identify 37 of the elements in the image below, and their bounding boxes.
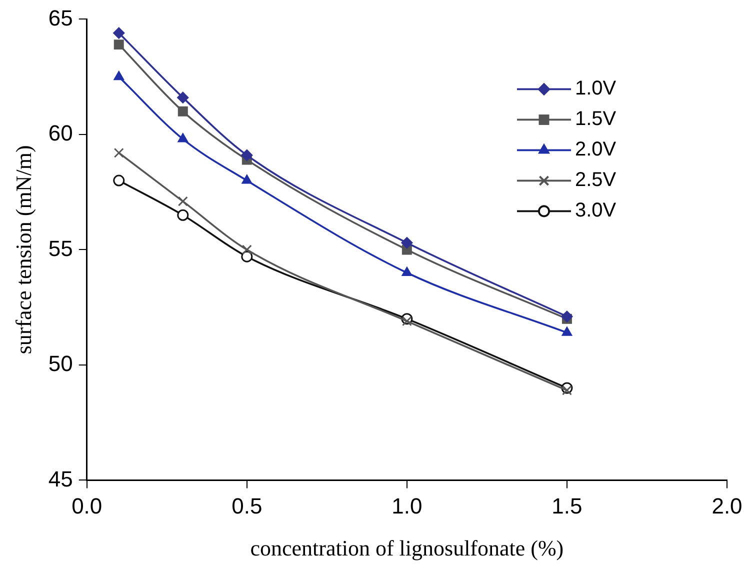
y-tick-label: 65 xyxy=(48,5,73,30)
point xyxy=(562,385,572,396)
point xyxy=(241,149,253,161)
x-tick-label: 0.5 xyxy=(232,493,262,518)
point xyxy=(177,209,189,221)
point xyxy=(113,27,125,39)
point xyxy=(178,133,188,142)
x-axis-title: concentration of lignosulfonate (%) xyxy=(250,536,564,561)
y-tick-label: 50 xyxy=(48,351,73,376)
point xyxy=(241,250,253,262)
y-tick-label: 60 xyxy=(48,120,73,146)
y-tick-label: 45 xyxy=(48,466,73,492)
point xyxy=(242,174,252,184)
point xyxy=(114,40,124,50)
point xyxy=(562,326,572,336)
point xyxy=(177,92,189,104)
y-axis-title: surface tension (mN/m) xyxy=(10,145,36,354)
point xyxy=(178,106,188,116)
point xyxy=(402,267,412,276)
x-tick-label: 1.0 xyxy=(392,493,422,518)
point xyxy=(114,71,124,80)
point xyxy=(242,244,252,255)
point xyxy=(178,196,188,206)
point xyxy=(114,148,124,158)
y-tick-label: 55 xyxy=(48,236,73,261)
point xyxy=(402,316,412,326)
legend-label: 2.5V xyxy=(575,169,617,192)
point xyxy=(561,310,573,322)
x-tick-label: 2.0 xyxy=(712,493,742,518)
x-tick-label: 1.5 xyxy=(552,493,582,518)
legend-label: 1.5V xyxy=(575,108,617,130)
point xyxy=(113,174,125,186)
point xyxy=(401,237,413,249)
legend-label: 1.0V xyxy=(575,78,617,100)
x-tick-label: 0.0 xyxy=(72,493,102,518)
legend-label: 3.0V xyxy=(575,200,617,222)
legend-label: 2.0V xyxy=(575,138,617,161)
